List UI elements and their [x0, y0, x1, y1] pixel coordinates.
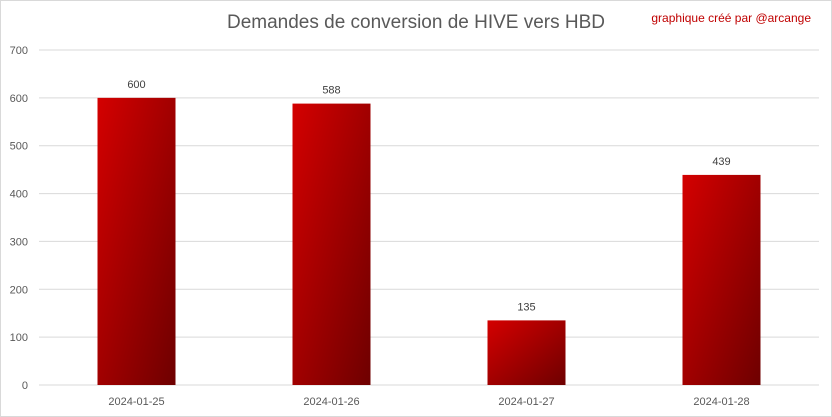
data-label: 600	[127, 79, 145, 91]
bar	[97, 97, 176, 385]
y-tick-label: 500	[10, 141, 28, 153]
data-label: 439	[712, 156, 730, 168]
y-tick-label: 100	[10, 332, 28, 344]
x-tick-label: 2024-01-27	[498, 396, 554, 408]
y-tick-label: 400	[10, 189, 28, 201]
bar	[292, 103, 371, 385]
data-label: 588	[322, 85, 340, 97]
x-tick-label: 2024-01-26	[303, 396, 359, 408]
bar	[682, 174, 761, 385]
chart-title: Demandes de conversion de HIVE vers HBD	[226, 12, 606, 33]
y-tick-label: 200	[10, 284, 28, 296]
bar	[487, 320, 566, 385]
y-tick-label: 300	[10, 236, 28, 248]
y-tick-label: 700	[10, 45, 28, 57]
data-label: 135	[517, 301, 535, 313]
x-tick-label: 2024-01-25	[108, 396, 164, 408]
y-tick-label: 600	[10, 93, 28, 105]
y-tick-label: 0	[22, 380, 28, 392]
chart-credit: graphique créé par @arcange	[651, 11, 811, 25]
x-tick-label: 2024-01-28	[693, 396, 749, 408]
